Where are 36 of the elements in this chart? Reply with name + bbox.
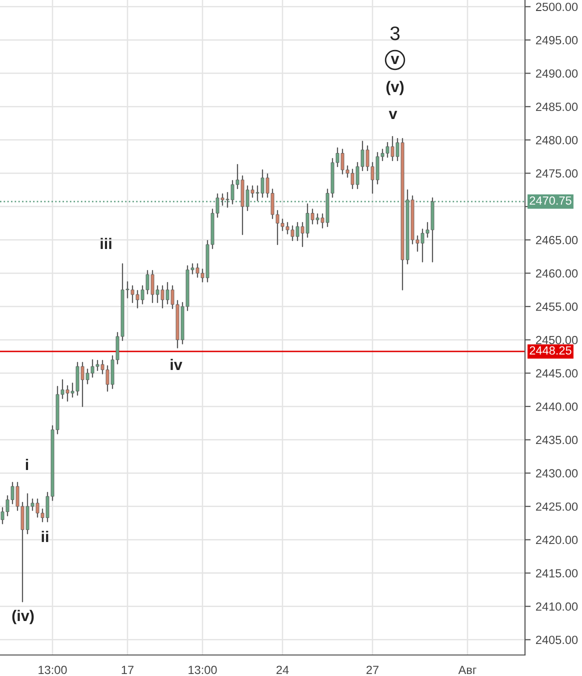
annotation: v <box>390 56 400 64</box>
y-tick-label: 2475.00 <box>536 169 578 178</box>
x-tick-label: 17 <box>122 666 134 674</box>
y-tick-label: 2465.00 <box>536 236 578 244</box>
y-tick-label: 2405.00 <box>536 636 578 644</box>
y-tick-label: 2435.00 <box>536 436 578 444</box>
y-tick-label: 2495.00 <box>536 36 578 44</box>
y-tick-label: 2430.00 <box>536 469 578 478</box>
y-tick-label: 2420.00 <box>536 536 578 544</box>
ref-line-label: 2448.25 <box>530 346 572 355</box>
ref-line-label: 2470.75 <box>530 196 572 205</box>
y-tick-label: 2415.00 <box>536 569 578 578</box>
annotation: (v) <box>386 80 404 96</box>
annotation: ii <box>42 530 48 542</box>
y-tick-label: 2460.00 <box>536 269 578 278</box>
x-tick-label: 13:00 <box>38 666 67 674</box>
y-tick-label: 2500.00 <box>536 2 578 12</box>
y-tick-label: 2490.00 <box>536 69 578 78</box>
y-tick-label: 2450.00 <box>536 336 578 344</box>
y-tick-label: 2455.00 <box>536 302 578 311</box>
annotation: iii <box>100 238 112 249</box>
x-tick-label: 13:00 <box>188 666 217 674</box>
x-tick-label: Авг <box>458 666 476 674</box>
annotation: (iv) <box>12 610 34 624</box>
x-tick-label: 24 <box>276 666 289 674</box>
annotation: iv <box>170 358 182 370</box>
y-tick-label: 2440.00 <box>536 402 578 411</box>
y-tick-label: 2425.00 <box>536 502 578 511</box>
y-tick-label: 2485.00 <box>536 102 578 112</box>
y-tick-label: 2480.00 <box>536 136 578 144</box>
annotation: v <box>388 110 398 119</box>
y-tick-label: 2410.00 <box>536 602 578 611</box>
y-tick-label: 2445.00 <box>536 369 578 378</box>
annotation: 3 <box>390 26 400 40</box>
annotation: i <box>26 458 28 470</box>
x-tick-label: 27 <box>366 666 378 674</box>
